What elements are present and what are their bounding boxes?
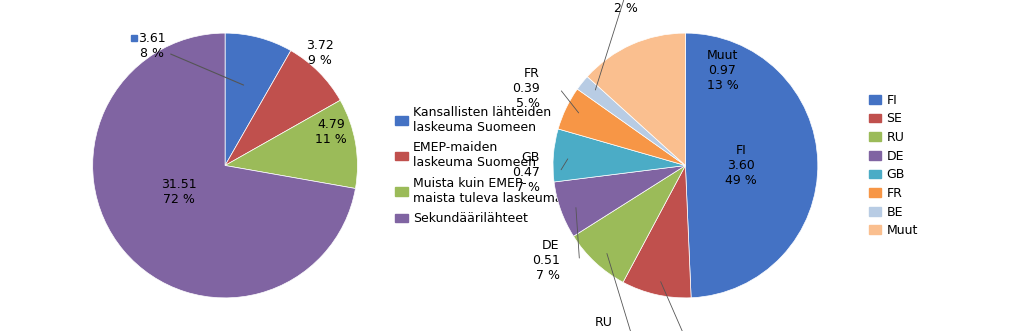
Text: FI
3.60
49 %: FI 3.60 49 % [725,144,757,187]
Wedge shape [225,51,341,166]
Wedge shape [225,33,291,166]
Text: GB
0.47
7 %: GB 0.47 7 % [512,151,540,194]
Wedge shape [93,33,355,298]
Text: 31.51
72 %: 31.51 72 % [161,178,196,206]
Wedge shape [587,33,685,166]
Text: DE
0.51
7 %: DE 0.51 7 % [532,239,560,282]
Wedge shape [553,129,685,182]
Text: RU
0.60
8 %: RU 0.60 8 % [585,316,613,331]
Text: BE
0.14
2 %: BE 0.14 2 % [612,0,639,15]
Wedge shape [225,100,357,188]
Wedge shape [685,33,817,298]
Wedge shape [577,76,685,166]
Legend: Kansallisten lähteiden
laskeuma Suomeen, EMEP-maiden
laskeuma Suomeen, Muista ku: Kansallisten lähteiden laskeuma Suomeen,… [390,101,568,230]
Text: 3.72
9 %: 3.72 9 % [307,39,335,67]
Text: 3.61
8 %: 3.61 8 % [138,32,166,60]
Text: FR
0.39
5 %: FR 0.39 5 % [513,67,540,110]
Legend: FI, SE, RU, DE, GB, FR, BE, Muut: FI, SE, RU, DE, GB, FR, BE, Muut [863,89,923,242]
Wedge shape [554,166,685,236]
Wedge shape [559,89,685,166]
Text: 4.79
11 %: 4.79 11 % [315,118,347,146]
Text: Muut
0.97
13 %: Muut 0.97 13 % [707,49,739,92]
Wedge shape [623,166,692,298]
Wedge shape [574,166,685,282]
